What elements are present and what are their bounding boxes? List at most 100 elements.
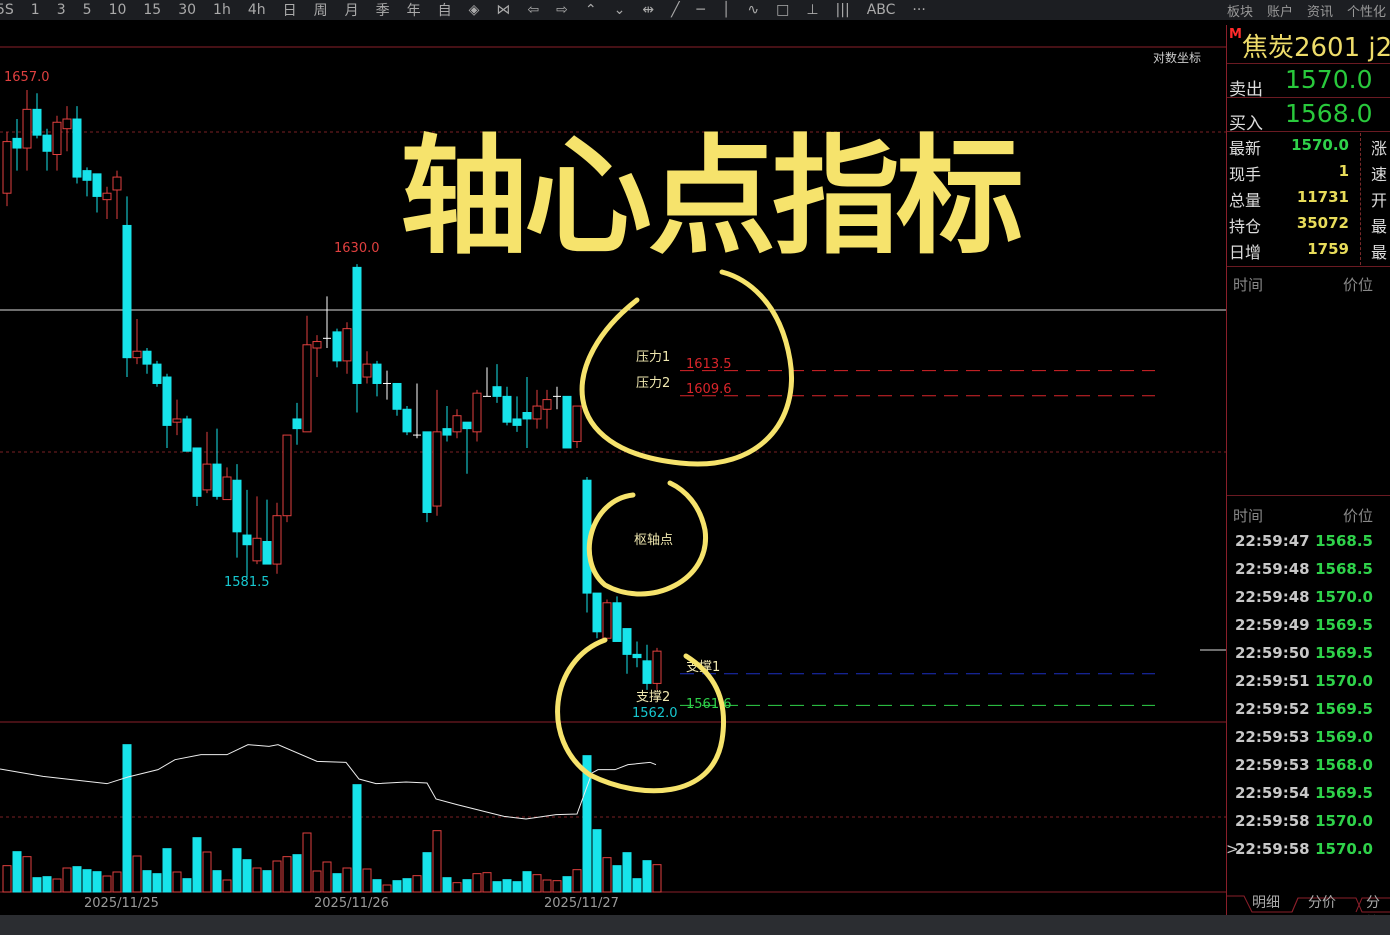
volume-bar [642,860,652,893]
overlay-title: 轴心点指标 [400,123,1024,272]
expand-icon[interactable]: ⇹ [642,2,655,18]
candle-body [112,176,122,191]
volume-bar [302,832,312,893]
volume-bar [332,873,342,893]
tab-detail[interactable]: 明细 [1252,895,1280,911]
menu-3[interactable]: 个性化 [1346,4,1386,20]
volume-bar [382,884,392,893]
resistance-1-label: 压力1 [636,350,671,365]
arrow-left-icon[interactable]: ⇦ [527,2,540,18]
rectangle-icon[interactable]: □ [776,2,790,18]
tick-price: 1569.5 [1315,644,1373,662]
volume-bar [652,864,662,893]
volume-bar [592,829,602,893]
current-marker: > [1226,840,1239,858]
tick-time: 22:59:47 [1235,532,1310,550]
candle-body [432,431,442,507]
volume-bar [492,881,502,893]
period-1[interactable]: 1 [30,2,40,18]
period-4h[interactable]: 4h [247,2,266,18]
measure-icon[interactable]: ⊥ [806,2,819,18]
high-price-label: 1657.0 [4,70,50,85]
candle-body [12,137,22,149]
period-5[interactable]: 5 [82,2,92,18]
tick-price: 1568.0 [1315,756,1373,774]
candle-body [202,463,212,491]
zoom-icon[interactable]: ◈ [468,2,480,18]
period-自[interactable]: 自 [437,3,452,19]
panel-tabs: 明细 分价 分笔 [1226,890,1390,931]
candle-body [242,534,252,546]
period-15[interactable]: 15 [143,2,162,18]
volume-bar [232,848,242,893]
volume-bar [442,877,452,893]
info-row: 总量 11731 开 [1229,187,1389,213]
header-price: 价位 [1342,507,1373,525]
vertical-line-icon[interactable]: │ [721,2,731,18]
volume-bar [632,878,642,893]
candle-body [442,428,452,436]
candle-body [222,476,232,501]
resistance-2-value: 1609.6 [686,382,732,397]
pivot-point-label: 枢轴点 [634,533,674,548]
tick-row: 22:59:48 1570.0 [1233,588,1383,616]
period-日[interactable]: 日 [282,3,297,19]
period-3[interactable]: 3 [56,2,66,18]
tab-price-distribution[interactable]: 分价 [1308,895,1336,911]
tick-row: 22:59:54 1569.5 [1233,784,1383,812]
menu-0[interactable]: 板块 [1226,4,1253,20]
info-row: 最新 1570.0 涨 [1229,135,1389,161]
period-季[interactable]: 季 [375,3,390,19]
toolbar: 5S 1 3 5 10 15 30 1h 4h 日周月季年自 ◈ ⋈ ⇦ ⇨ ⌃ ⌄ ⇹ ╱ ─ │ ∿ □ ⊥ ||| ABC… [0,0,1390,20]
date-label: 2025/11/27 [544,896,619,911]
line-icon[interactable]: ╱ [671,2,680,18]
candle-body [2,141,12,194]
volume-bar [512,881,522,893]
chevron-up-icon[interactable]: ⌃ [584,2,597,18]
candle-body [92,173,102,197]
volume-bar [142,870,152,893]
volume-bar [122,744,132,893]
log-scale-toggle[interactable]: 对数坐标 [1153,51,1202,65]
horizontal-line-icon[interactable]: ─ [696,2,705,18]
instrument-name: 焦炭2601 j2 [1241,33,1390,63]
volume-bar [342,867,352,893]
candle-body [282,434,292,517]
date-label: 2025/11/25 [84,896,159,911]
header-price: 价位 [1342,276,1373,294]
tick-time: 22:59:54 [1235,784,1310,802]
resistance-1-value: 1613.5 [686,357,732,372]
volume-bar [312,870,322,893]
period-年[interactable]: 年 [406,3,421,19]
time-price-header: 时间 价位 [1233,274,1383,295]
chevron-down-icon[interactable]: ⌄ [613,2,626,18]
info-label: 日增 [1229,243,1262,262]
candle-body [642,660,652,684]
info-right-label: 速 [1371,165,1388,184]
menu-2[interactable]: 资讯 [1306,4,1333,20]
buy-price: 1568.0 [1285,99,1373,128]
tick-time: 22:59:49 [1235,616,1310,634]
compress-icon[interactable]: ⋈ [496,2,511,18]
arrow-right-icon[interactable]: ⇨ [556,2,568,18]
volume-bar [102,875,112,893]
more-icon[interactable]: ··· [912,2,926,18]
period-30[interactable]: 30 [178,2,197,18]
period-1h[interactable]: 1h [213,2,231,18]
bars-icon[interactable]: ||| [835,2,850,18]
candle-body [132,350,142,359]
menu-1[interactable]: 账户 [1266,4,1293,20]
info-row: 日增 1759 最 [1229,239,1389,265]
period-5S[interactable]: 5S [0,2,14,18]
volume-bar [292,854,302,893]
market-flag: M [1229,27,1242,42]
tick-price: 1568.5 [1315,532,1373,550]
wave-icon[interactable]: ∿ [747,2,760,18]
candle-body [372,363,382,384]
info-label: 总量 [1229,191,1262,210]
period-10[interactable]: 10 [108,2,127,18]
text-icon[interactable]: ABC [866,2,896,18]
period-月[interactable]: 月 [344,3,359,19]
period-周[interactable]: 周 [313,3,328,19]
volume-bar [532,874,542,893]
